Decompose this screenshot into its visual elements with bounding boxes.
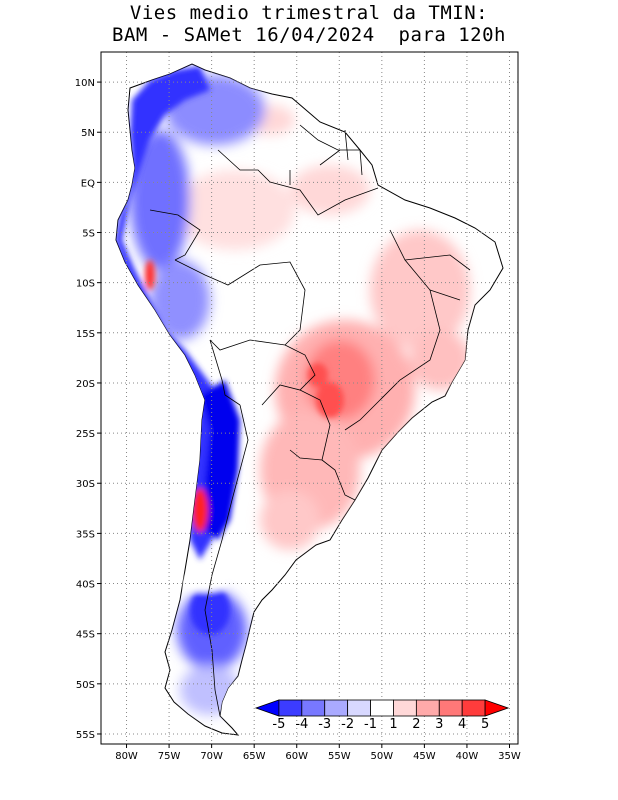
lat-tick-label: 50S <box>76 680 95 691</box>
colorbar-label: -4 <box>295 717 308 732</box>
lon-tick-label: 75W <box>158 751 181 762</box>
country-borders <box>149 124 471 717</box>
lat-tick-label: 10S <box>76 279 95 290</box>
lat-tick-label: 30S <box>76 479 95 490</box>
title-line-1: Vies medio trimestral da TMIN: <box>129 2 489 24</box>
lon-tick-label: 65W <box>243 751 266 762</box>
lon-tick-label: 50W <box>371 751 394 762</box>
lat-tick-label: 25S <box>76 429 95 440</box>
lat-tick-label: 15S <box>76 329 95 340</box>
lon-tick-label: 80W <box>115 751 138 762</box>
lon-tick-label: 35W <box>498 751 521 762</box>
map-frame <box>100 51 519 745</box>
lat-tick-label: 35S <box>76 529 95 540</box>
colorbar-label: 3 <box>435 717 443 732</box>
graticule <box>101 52 518 744</box>
colorbar-swatch <box>461 699 486 717</box>
map-area <box>101 52 518 744</box>
colorbar-swatch <box>324 699 349 717</box>
lon-tick-label: 45W <box>413 751 436 762</box>
colorbar-label: -1 <box>364 717 377 732</box>
colorbar-swatch <box>438 699 463 717</box>
colorbar-label: 1 <box>389 717 397 732</box>
colorbar-label: 2 <box>412 717 420 732</box>
lat-tick-label: 55S <box>76 730 95 741</box>
colorbar-swatch <box>484 699 510 717</box>
lat-tick-label: 5N <box>81 128 95 139</box>
lat-tick-label: 40S <box>76 580 95 591</box>
axis-ticks: 80W 75W 70W 65W 60W 55W 50W 45W 40W 35W 10N 5N EQ 5S 1… <box>75 78 521 762</box>
lat-tick-label: 45S <box>76 630 95 641</box>
lat-tick-label: 10N <box>75 78 95 89</box>
colorbar-swatch <box>254 699 280 717</box>
colorbar-label: -3 <box>318 717 331 732</box>
map-title: Vies medio trimestral da TMIN: BAM - SAM… <box>0 2 618 46</box>
lat-tick-label: 20S <box>76 379 95 390</box>
colorbar: -5 -4 -3 -2 -1 1 2 3 4 5 <box>254 699 510 732</box>
lon-tick-label: 40W <box>456 751 479 762</box>
colorbar-label: 4 <box>458 717 466 732</box>
colorbar-swatch <box>278 699 303 717</box>
colorbar-label: 5 <box>481 717 489 732</box>
lat-tick-label: EQ <box>81 178 95 189</box>
lon-tick-label: 70W <box>200 751 223 762</box>
bias-shading <box>116 66 470 715</box>
colorbar-swatch <box>370 699 394 717</box>
lon-tick-label: 55W <box>328 751 351 762</box>
colorbar-swatch <box>415 699 440 717</box>
title-line-2: BAM - SAMet 16/04/2024 para 120h <box>112 24 506 46</box>
colorbar-swatch <box>347 699 371 717</box>
colorbar-swatch <box>301 699 326 717</box>
colorbar-label: -5 <box>272 717 285 732</box>
lon-tick-label: 60W <box>285 751 308 762</box>
colorbar-label: -2 <box>341 717 354 732</box>
lat-tick-label: 5S <box>82 229 95 240</box>
colorbar-swatch <box>393 699 417 717</box>
